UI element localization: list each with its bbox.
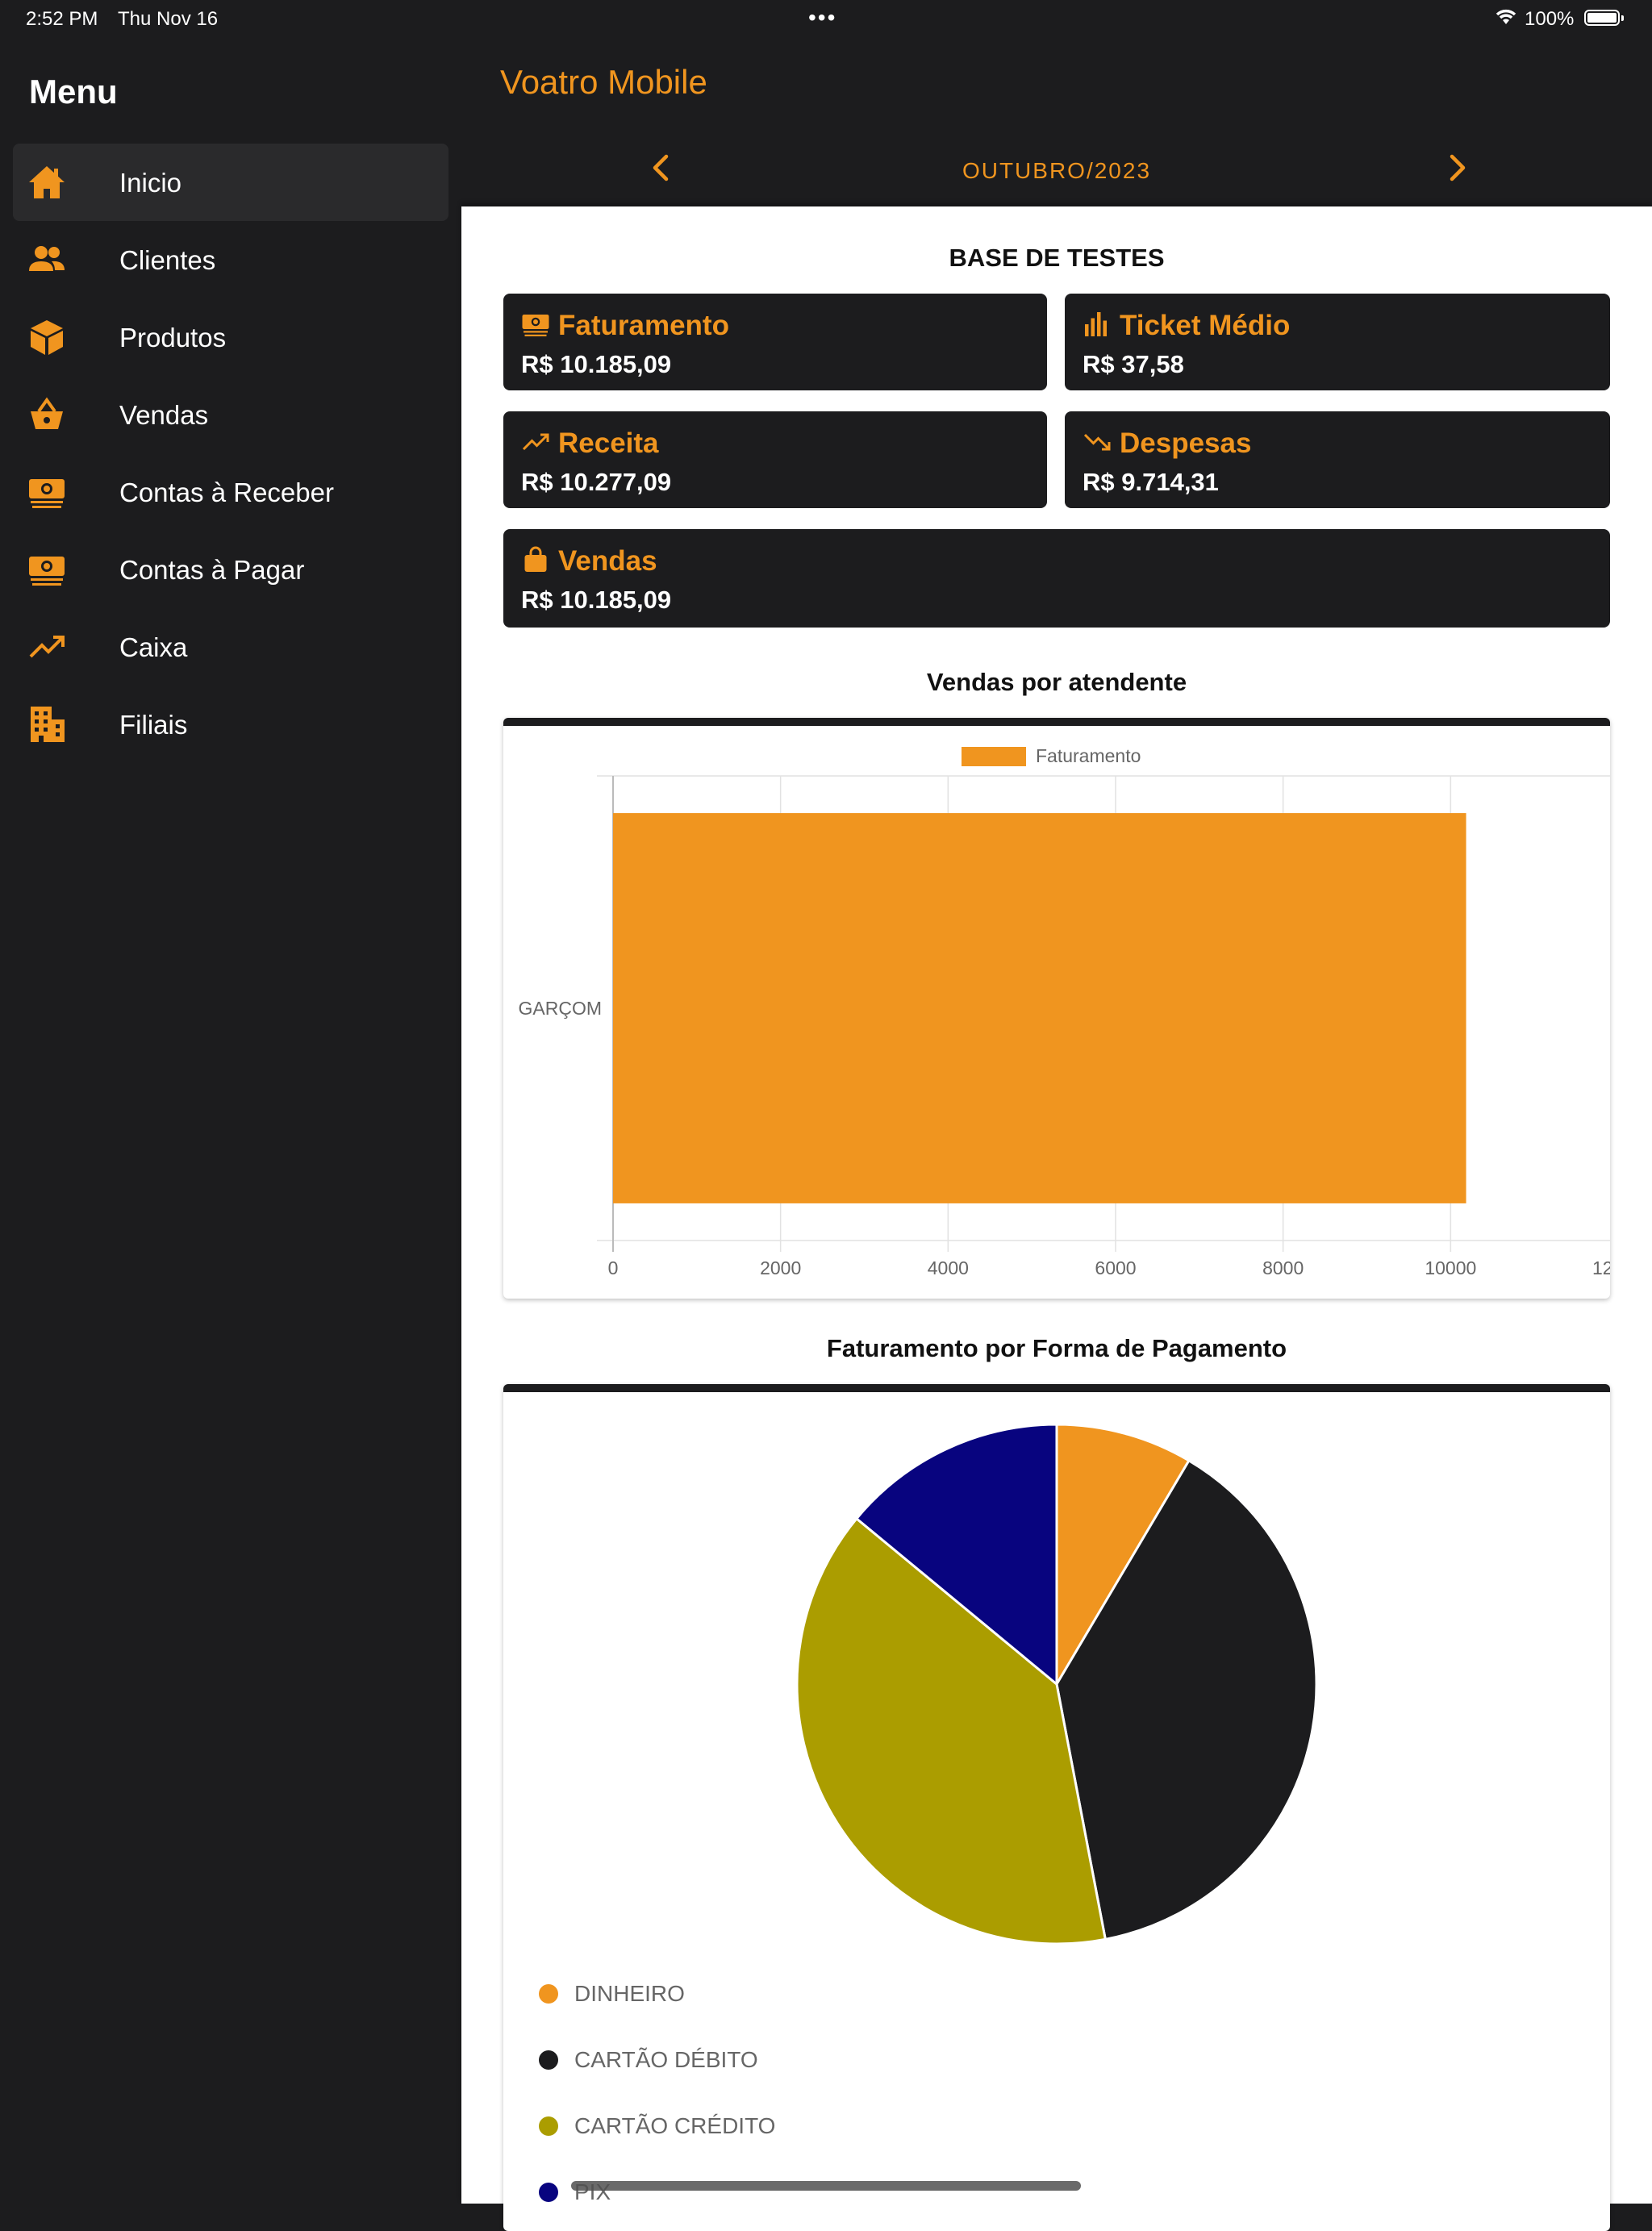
sidebar: Menu Inicio Clientes Produtos Vendas Con… — [0, 39, 461, 2204]
bar-chart-icon — [1083, 310, 1112, 339]
x-tick-label: 6000 — [1095, 1257, 1136, 1278]
x-tick-label: 10000 — [1425, 1257, 1476, 1278]
multitasking-dots-icon[interactable]: ••• — [808, 5, 837, 30]
sidebar-item-clientes[interactable]: Clientes — [13, 221, 448, 298]
bar-chart-title: Vendas por atendente — [926, 668, 1187, 696]
pie-slice[interactable] — [795, 1516, 1108, 1945]
card-vendas[interactable]: Vendas R$ 10.185,09 — [503, 529, 1610, 628]
chevron-right-icon — [1450, 154, 1466, 181]
money-icon — [27, 473, 66, 511]
trend-down-icon — [1083, 427, 1112, 457]
card-title: Receita — [558, 427, 659, 459]
x-tick-label: 4000 — [928, 1257, 969, 1278]
card-value: R$ 10.277,09 — [521, 468, 672, 496]
home-indicator[interactable] — [571, 2181, 1081, 2191]
previous-month-button[interactable] — [645, 152, 678, 184]
dashboard-content[interactable]: BASE DE TESTES Faturamento R$ 10.185,09 … — [461, 206, 1652, 2231]
x-tick-label: 12000 — [1592, 1257, 1610, 1278]
app-title: Voatro Mobile — [500, 63, 707, 101]
sidebar-item-caixa[interactable]: Caixa — [13, 608, 448, 686]
bar-legend: Faturamento — [962, 745, 1141, 766]
bar-chart: Faturamento 0 2000 4000 6000 8000 10000 12000 GA… — [519, 745, 1644, 1278]
legend-dot — [539, 2183, 558, 2202]
users-icon — [27, 240, 66, 279]
legend-label: Faturamento — [1036, 745, 1141, 766]
sidebar-item-label: Inicio — [119, 168, 182, 198]
building-icon — [27, 705, 66, 744]
legend-dot — [539, 2116, 558, 2136]
card-value: R$ 37,58 — [1083, 350, 1184, 378]
card-value: R$ 9.714,31 — [1083, 468, 1219, 496]
pie-slice[interactable] — [1055, 1423, 1191, 1689]
card-title: Ticket Médio — [1120, 310, 1291, 341]
sidebar-item-inicio[interactable]: Inicio — [13, 144, 448, 221]
sidebar-item-label: Contas à Receber — [119, 477, 334, 507]
home-icon — [27, 163, 66, 202]
sidebar-item-label: Vendas — [119, 400, 209, 430]
legend-label: CARTÃO CRÉDITO — [574, 2113, 776, 2138]
status-bar: 2:52 PM Thu Nov 16 ••• 100% — [0, 0, 1652, 39]
y-tick-label: GARÇOM — [519, 998, 603, 1019]
bar[interactable] — [613, 813, 1466, 1203]
x-tick-label: 2000 — [760, 1257, 801, 1278]
battery-percent: 100% — [1525, 8, 1575, 30]
pie-chart — [795, 1423, 1318, 1945]
status-date: Thu Nov 16 — [118, 8, 219, 30]
card-receita[interactable]: Receita R$ 10.277,09 — [503, 411, 1047, 508]
x-tick-label: 8000 — [1262, 1257, 1304, 1278]
pie-slice[interactable] — [854, 1423, 1058, 1687]
bar-chart-panel: Faturamento 0 2000 4000 6000 8000 10000 12000 GA… — [503, 718, 1644, 1299]
card-faturamento[interactable]: Faturamento R$ 10.185,09 — [503, 294, 1047, 390]
legend-dot — [539, 2050, 558, 2070]
battery-icon — [1584, 10, 1624, 26]
trend-up-icon — [27, 628, 66, 666]
next-month-button[interactable] — [1441, 152, 1473, 184]
sidebar-item-vendas[interactable]: Vendas — [13, 376, 448, 453]
sidebar-item-label: Caixa — [119, 632, 188, 662]
card-despesas[interactable]: Despesas R$ 9.714,31 — [1065, 411, 1610, 508]
sidebar-item-contas-receber[interactable]: Contas à Receber — [13, 453, 448, 531]
trend-up-icon — [521, 427, 550, 457]
chevron-left-icon — [653, 154, 669, 181]
company-name: BASE DE TESTES — [949, 244, 1165, 272]
box-icon — [27, 318, 66, 357]
pie-slice[interactable] — [1055, 1458, 1318, 1941]
card-title: Vendas — [558, 545, 657, 577]
card-ticket-medio[interactable]: Ticket Médio R$ 37,58 — [1065, 294, 1610, 390]
sidebar-item-label: Contas à Pagar — [119, 555, 305, 585]
card-title: Faturamento — [558, 310, 729, 341]
sidebar-item-contas-pagar[interactable]: Contas à Pagar — [13, 531, 448, 608]
pie-chart-panel: DINHEIRO CARTÃO DÉBITO CARTÃO CRÉDITO PIX — [503, 1384, 1610, 2231]
sidebar-item-label: Clientes — [119, 245, 216, 275]
card-title: Despesas — [1120, 427, 1252, 459]
legend-dot — [539, 1984, 558, 2004]
legend-label: DINHEIRO — [574, 1981, 685, 2006]
legend-label: CARTÃO DÉBITO — [574, 2047, 758, 2072]
money-icon — [521, 310, 550, 339]
sidebar-item-produtos[interactable]: Produtos — [13, 298, 448, 376]
card-value: R$ 10.185,09 — [521, 350, 672, 378]
bag-icon — [521, 545, 550, 574]
basket-icon — [27, 395, 66, 434]
sidebar-title: Menu — [29, 73, 118, 111]
wifi-icon — [1494, 6, 1518, 31]
money-icon — [27, 550, 66, 589]
pie-chart-title: Faturamento por Forma de Pagamento — [826, 1334, 1287, 1362]
sidebar-item-label: Filiais — [119, 710, 188, 740]
legend-swatch — [962, 747, 1026, 766]
card-value: R$ 10.185,09 — [521, 586, 672, 614]
status-time: 2:52 PM — [26, 8, 98, 30]
sidebar-item-label: Produtos — [119, 323, 227, 352]
current-period: OUTUBRO/2023 — [962, 158, 1152, 183]
x-tick-label: 0 — [608, 1257, 619, 1278]
sidebar-item-filiais[interactable]: Filiais — [13, 686, 448, 763]
